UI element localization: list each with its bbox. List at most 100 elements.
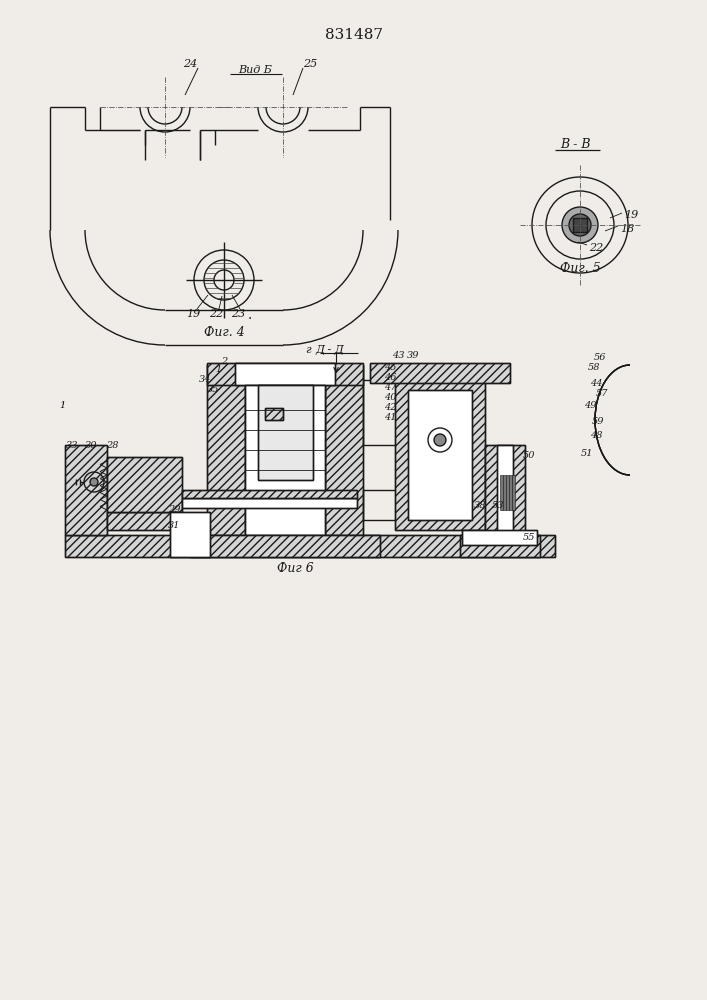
Bar [395, 380, 485, 530]
Bar [485, 445, 525, 535]
Bar [190, 535, 380, 557]
Text: 49: 49 [584, 401, 596, 410]
Bar [265, 408, 283, 420]
Bar [258, 385, 313, 480]
Bar [170, 512, 210, 557]
Bar [182, 498, 357, 508]
Circle shape [90, 478, 98, 486]
Text: 47: 47 [384, 382, 396, 391]
Text: 57: 57 [596, 389, 608, 398]
Bar [182, 490, 357, 498]
Text: Фиг 6: Фиг 6 [276, 562, 313, 574]
Bar [207, 365, 245, 535]
Text: 19: 19 [624, 210, 638, 220]
Bar [370, 363, 510, 383]
Text: 48: 48 [590, 430, 602, 440]
Bar [460, 535, 540, 557]
Bar [325, 365, 363, 535]
Text: 55: 55 [522, 534, 535, 542]
Text: .: . [248, 308, 252, 322]
Text: 34: 34 [199, 375, 211, 384]
Text: 51: 51 [580, 448, 593, 458]
Circle shape [562, 207, 598, 243]
Bar [325, 365, 363, 535]
Text: 39: 39 [407, 351, 419, 360]
Bar [485, 445, 525, 535]
Bar [462, 530, 537, 545]
Bar [265, 408, 283, 420]
Text: ': ' [61, 401, 64, 410]
Text: 56: 56 [594, 353, 606, 361]
Text: 35: 35 [206, 385, 219, 394]
Text: 2: 2 [221, 358, 227, 366]
Text: 42: 42 [384, 402, 396, 412]
Bar [573, 218, 587, 232]
Bar [509, 475, 511, 510]
Bar [207, 365, 245, 535]
Bar [65, 535, 555, 557]
Bar [497, 445, 513, 535]
Text: 1: 1 [215, 365, 221, 374]
Text: 41: 41 [384, 414, 396, 422]
Bar [207, 363, 363, 385]
Text: 53: 53 [492, 500, 504, 510]
Bar [107, 512, 182, 530]
Text: 24: 24 [183, 59, 197, 69]
Text: В - В: В - В [560, 138, 590, 151]
Text: 31: 31 [168, 520, 180, 530]
Bar [65, 445, 107, 535]
Bar [245, 385, 325, 535]
Bar [512, 475, 515, 510]
Bar [235, 363, 335, 385]
Bar [182, 498, 357, 508]
Bar [258, 385, 313, 480]
Bar [497, 445, 513, 535]
Bar [107, 457, 182, 512]
Text: Фиг. 5: Фиг. 5 [560, 261, 600, 274]
Bar [182, 490, 357, 498]
Text: 46: 46 [384, 372, 396, 381]
Bar [506, 475, 508, 510]
Text: 59: 59 [592, 418, 604, 426]
Text: 831487: 831487 [325, 28, 383, 42]
Text: 22: 22 [209, 309, 223, 319]
Bar [500, 475, 503, 510]
Text: 1: 1 [59, 400, 65, 410]
Text: 30: 30 [85, 440, 98, 450]
Text: 19: 19 [186, 309, 200, 319]
Text: 43: 43 [392, 351, 404, 360]
Bar [170, 512, 210, 557]
Text: 18: 18 [620, 224, 634, 234]
Text: 33: 33 [66, 440, 78, 450]
Text: 23: 23 [231, 309, 245, 319]
Text: 28: 28 [106, 440, 118, 450]
Text: Д - Д: Д - Д [315, 345, 344, 355]
Text: 22: 22 [589, 243, 603, 253]
Bar [65, 445, 107, 535]
Text: 50: 50 [522, 452, 535, 460]
Text: 44: 44 [590, 379, 602, 388]
Bar [408, 390, 472, 520]
Circle shape [569, 214, 591, 236]
Text: 29: 29 [168, 506, 180, 514]
Circle shape [434, 434, 446, 446]
Bar [462, 530, 537, 545]
Bar [190, 535, 380, 557]
Bar [460, 535, 540, 557]
Text: Вид Б: Вид Б [238, 65, 272, 75]
Text: 38: 38 [474, 500, 486, 510]
Bar [395, 380, 485, 530]
Text: Фиг. 4: Фиг. 4 [204, 326, 245, 340]
Text: г: г [305, 345, 311, 355]
Bar [65, 535, 555, 557]
Text: 58: 58 [588, 363, 600, 372]
Bar [245, 385, 325, 535]
Bar [503, 475, 506, 510]
Text: 45: 45 [384, 362, 396, 371]
Text: 25: 25 [303, 59, 317, 69]
Bar [207, 363, 363, 385]
Bar [107, 512, 182, 530]
Text: 40: 40 [384, 392, 396, 401]
Bar [107, 457, 182, 512]
Bar [370, 363, 510, 383]
